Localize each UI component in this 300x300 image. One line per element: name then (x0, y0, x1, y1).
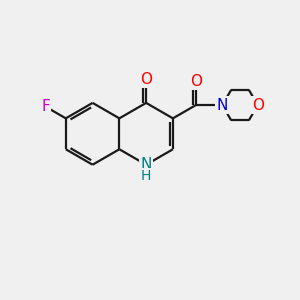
Text: O: O (252, 98, 264, 112)
Text: O: O (190, 74, 202, 89)
Text: N: N (217, 98, 228, 112)
Text: H: H (141, 169, 151, 184)
Text: O: O (140, 72, 152, 87)
Text: N: N (140, 157, 152, 172)
Text: F: F (41, 99, 50, 114)
